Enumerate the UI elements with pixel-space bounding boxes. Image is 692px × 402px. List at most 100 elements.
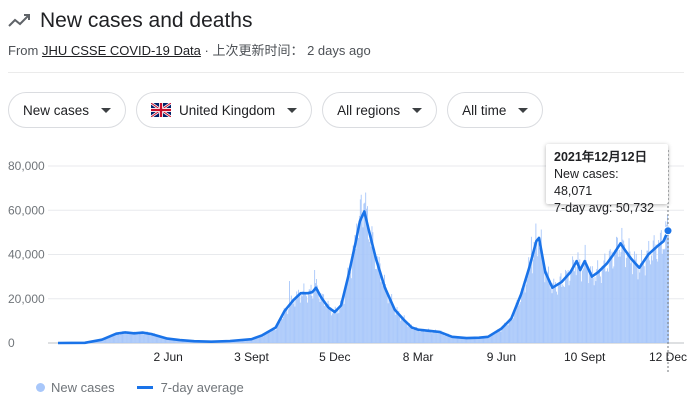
new-cases-bar [463,338,465,343]
new-cases-bar [257,337,259,343]
metric-dropdown[interactable]: New cases [8,92,127,128]
caret-down-icon [101,107,112,113]
new-cases-bar [431,333,433,343]
new-cases-bar [571,272,573,343]
new-cases-bar [608,250,610,343]
new-cases-bar [112,335,114,343]
new-cases-bar [587,269,589,343]
new-cases-bar [460,336,462,343]
new-cases-bar [657,261,659,343]
time-range-dropdown-label: All time [462,102,507,118]
new-cases-bar [662,248,664,343]
new-cases-bar [329,307,331,343]
new-cases-bar [642,263,644,343]
new-cases-bar [655,244,657,343]
new-cases-bar [340,300,342,343]
new-cases-bar [636,265,638,343]
new-cases-bar [621,227,623,343]
new-cases-bar [596,269,598,343]
new-cases-bar [478,337,480,343]
new-cases-bar [649,260,651,343]
new-cases-bar [107,337,109,343]
new-cases-bar [646,250,648,343]
new-cases-bar [115,332,117,343]
new-cases-bar [169,339,170,343]
new-cases-bar [176,339,178,343]
new-cases-bar [484,336,486,343]
highlight-point [663,226,673,236]
new-cases-bar [627,254,629,343]
new-cases-bar [321,296,323,343]
new-cases-bar [490,334,492,343]
region-dropdown[interactable]: All regions [322,92,438,128]
y-tick-label: 20,000 [8,292,45,306]
new-cases-bar [590,266,591,343]
new-cases-bar [542,255,544,343]
new-cases-bar [120,333,122,343]
new-cases-bar [448,335,450,343]
new-cases-bar [452,336,454,343]
new-cases-bar [529,261,531,343]
new-cases-bar [597,260,599,343]
new-cases-bar [342,297,344,343]
new-cases-bar [600,283,602,343]
new-cases-bar [245,339,247,343]
new-cases-bar [575,275,577,343]
new-cases-bar [447,333,449,343]
new-cases-bar [409,323,411,343]
new-cases-bar [471,337,473,343]
new-cases-bar [623,240,625,343]
new-cases-bar [254,337,256,343]
new-cases-bar [359,199,361,343]
new-cases-bar [455,337,457,343]
new-cases-bar [609,249,611,343]
new-cases-bar [138,333,140,343]
new-cases-bar [163,337,165,343]
new-cases-bar [135,333,137,343]
new-cases-bar [272,327,273,343]
new-cases-bar [405,322,407,343]
new-cases-bar [664,248,666,343]
new-cases-bar [486,336,488,343]
new-cases-bar [325,307,327,343]
new-cases-bar [557,282,559,343]
cases-chart[interactable]: 0 20,000 40,000 60,000 80,000 2 Jun 3 Sept 5 De… [0,140,692,372]
new-cases-bar [380,282,382,343]
new-cases-bar [277,324,279,343]
new-cases-bar [458,337,460,343]
new-cases-bar [510,318,512,343]
new-cases-bar [441,332,443,343]
new-cases-bar [126,334,127,343]
new-cases-bar [426,331,428,343]
new-cases-bar [461,337,463,343]
new-cases-bar [307,291,309,343]
new-cases-bar [276,325,278,343]
new-cases-bar [367,206,368,343]
country-dropdown[interactable]: United Kingdom [136,92,313,128]
new-cases-bar [242,339,244,343]
new-cases-bar [369,238,371,343]
new-cases-bar [272,328,274,343]
new-cases-bar [572,256,574,343]
new-cases-bar [259,335,261,343]
x-tick-label: 5 Dec [319,350,350,364]
new-cases-bar [371,226,373,343]
chart-legend: New cases 7-day average [36,378,244,396]
new-cases-bar [588,283,590,343]
new-cases-bar [615,252,617,343]
new-cases-bar [255,338,256,343]
new-cases-bar [366,208,368,343]
new-cases-bar [432,332,434,343]
new-cases-bar [169,339,171,343]
new-cases-bar [573,271,575,343]
source-link[interactable]: JHU CSSE COVID-19 Data [41,43,201,58]
time-range-dropdown[interactable]: All time [447,92,544,128]
new-cases-bar [639,272,641,343]
new-cases-bar [249,339,251,343]
new-cases-bar [479,337,481,343]
new-cases-bar [544,282,546,343]
new-cases-bar [121,331,123,343]
new-cases-bar [568,285,570,343]
new-cases-bar [133,333,135,343]
y-tick-label: 0 [8,336,15,350]
